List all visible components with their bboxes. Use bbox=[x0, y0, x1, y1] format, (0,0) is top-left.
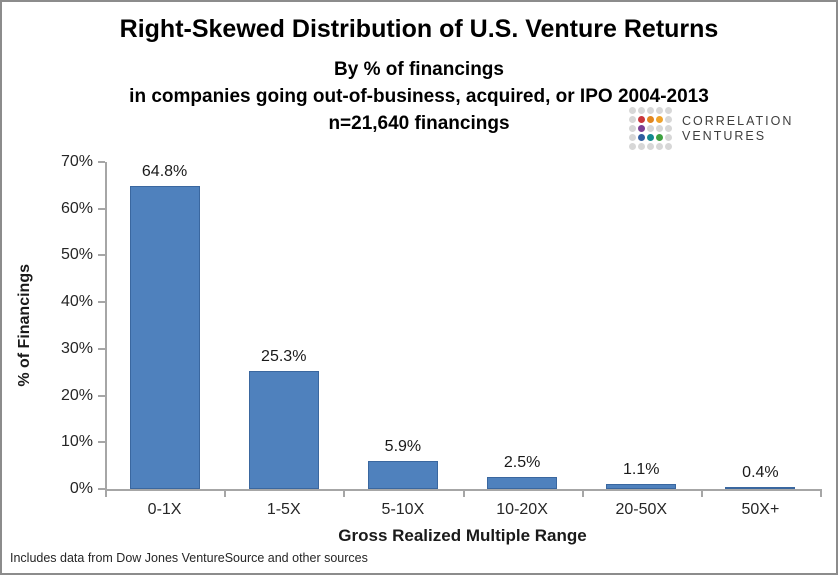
logo-dot bbox=[629, 134, 636, 141]
bar-10-20x bbox=[487, 477, 558, 489]
x-tick bbox=[462, 489, 465, 497]
x-tick bbox=[700, 489, 703, 497]
bar-value-label: 5.9% bbox=[384, 438, 422, 456]
logo-dot bbox=[665, 134, 672, 141]
bar-value-label: 1.1% bbox=[623, 460, 660, 478]
y-tick-label: 20% bbox=[60, 386, 93, 404]
logo-dot-green bbox=[656, 134, 663, 141]
logo-dot-amber bbox=[656, 116, 663, 123]
y-axis-line bbox=[105, 162, 107, 489]
logo-dot bbox=[656, 125, 663, 132]
y-tick bbox=[98, 207, 105, 210]
x-category-label: 1-5X bbox=[266, 501, 301, 518]
x-category-label: 5-10X bbox=[381, 501, 425, 518]
logo-dot bbox=[656, 107, 663, 114]
logo-dot bbox=[629, 125, 636, 132]
y-tick bbox=[98, 301, 105, 304]
logo-dot bbox=[647, 143, 654, 150]
logo-wordmark: CORRELATION VENTURES bbox=[682, 114, 793, 144]
logo-dot bbox=[665, 125, 672, 132]
x-tick bbox=[105, 489, 107, 497]
y-tick-label: 30% bbox=[60, 339, 93, 357]
bar-1-5x bbox=[248, 370, 319, 489]
y-tick-label: 70% bbox=[60, 153, 93, 170]
y-tick bbox=[98, 161, 105, 163]
logo-line-1: CORRELATION bbox=[682, 113, 794, 128]
bar-0-1x bbox=[129, 186, 200, 489]
x-axis-title: Gross Realized Multiple Range bbox=[338, 526, 587, 545]
x-tick bbox=[581, 489, 584, 497]
logo-line-2: VENTURES bbox=[682, 128, 767, 143]
logo-dot bbox=[665, 107, 672, 114]
logo-dot bbox=[665, 116, 672, 123]
logo-dot-teal bbox=[647, 134, 654, 141]
y-tick-label: 10% bbox=[60, 433, 93, 451]
logo-dot-grid-icon bbox=[629, 107, 672, 150]
y-tick bbox=[98, 488, 105, 490]
x-tick bbox=[820, 489, 822, 497]
bar-value-label: 0.4% bbox=[742, 464, 779, 482]
logo-dot-red bbox=[638, 116, 645, 123]
y-tick-label: 0% bbox=[69, 480, 93, 497]
bar-50xplus bbox=[725, 487, 796, 490]
chart-subtitle-2: in companies going out-of-business, acqu… bbox=[129, 86, 709, 107]
chart-subtitle-3: n=21,640 financings bbox=[328, 113, 510, 134]
source-footnote: Includes data from Dow Jones VentureSour… bbox=[10, 551, 368, 565]
y-tick bbox=[98, 441, 105, 444]
y-axis-title: % of Financings bbox=[16, 264, 33, 387]
y-tick-label: 50% bbox=[60, 246, 93, 264]
logo-dot bbox=[629, 116, 636, 123]
bar-value-label: 64.8% bbox=[141, 163, 188, 181]
logo-dot bbox=[656, 143, 663, 150]
logo-dot bbox=[629, 107, 636, 114]
logo-dot bbox=[638, 143, 645, 150]
logo-dot bbox=[665, 143, 672, 150]
logo-dot-orange bbox=[647, 116, 654, 123]
x-category-label: 0-1X bbox=[147, 501, 182, 518]
x-tick bbox=[224, 489, 227, 497]
x-tick bbox=[343, 489, 346, 497]
bar-value-label: 2.5% bbox=[503, 454, 541, 472]
logo-dot-purple bbox=[638, 125, 645, 132]
y-tick bbox=[98, 347, 105, 350]
y-tick-label: 60% bbox=[60, 199, 93, 217]
y-tick-label: 40% bbox=[60, 293, 93, 311]
chart-title: Right-Skewed Distribution of U.S. Ventur… bbox=[119, 15, 719, 43]
logo-dot bbox=[647, 125, 654, 132]
bar-20-50x bbox=[606, 483, 677, 489]
logo-dot bbox=[629, 143, 636, 150]
bar-value-label: 25.3% bbox=[261, 347, 307, 365]
y-tick bbox=[98, 394, 105, 397]
bar-5-10x bbox=[367, 461, 438, 489]
logo-dot bbox=[647, 107, 654, 114]
x-category-label: 50X+ bbox=[741, 501, 780, 518]
y-tick bbox=[98, 254, 105, 257]
chart-subtitle-1: By % of financings bbox=[334, 59, 504, 80]
logo-dot-blue bbox=[638, 134, 645, 141]
x-category-label: 10-20X bbox=[496, 501, 548, 518]
correlation-ventures-logo: CORRELATION VENTURES bbox=[629, 107, 793, 150]
logo-dot bbox=[638, 107, 645, 114]
x-category-label: 20-50X bbox=[615, 501, 668, 518]
